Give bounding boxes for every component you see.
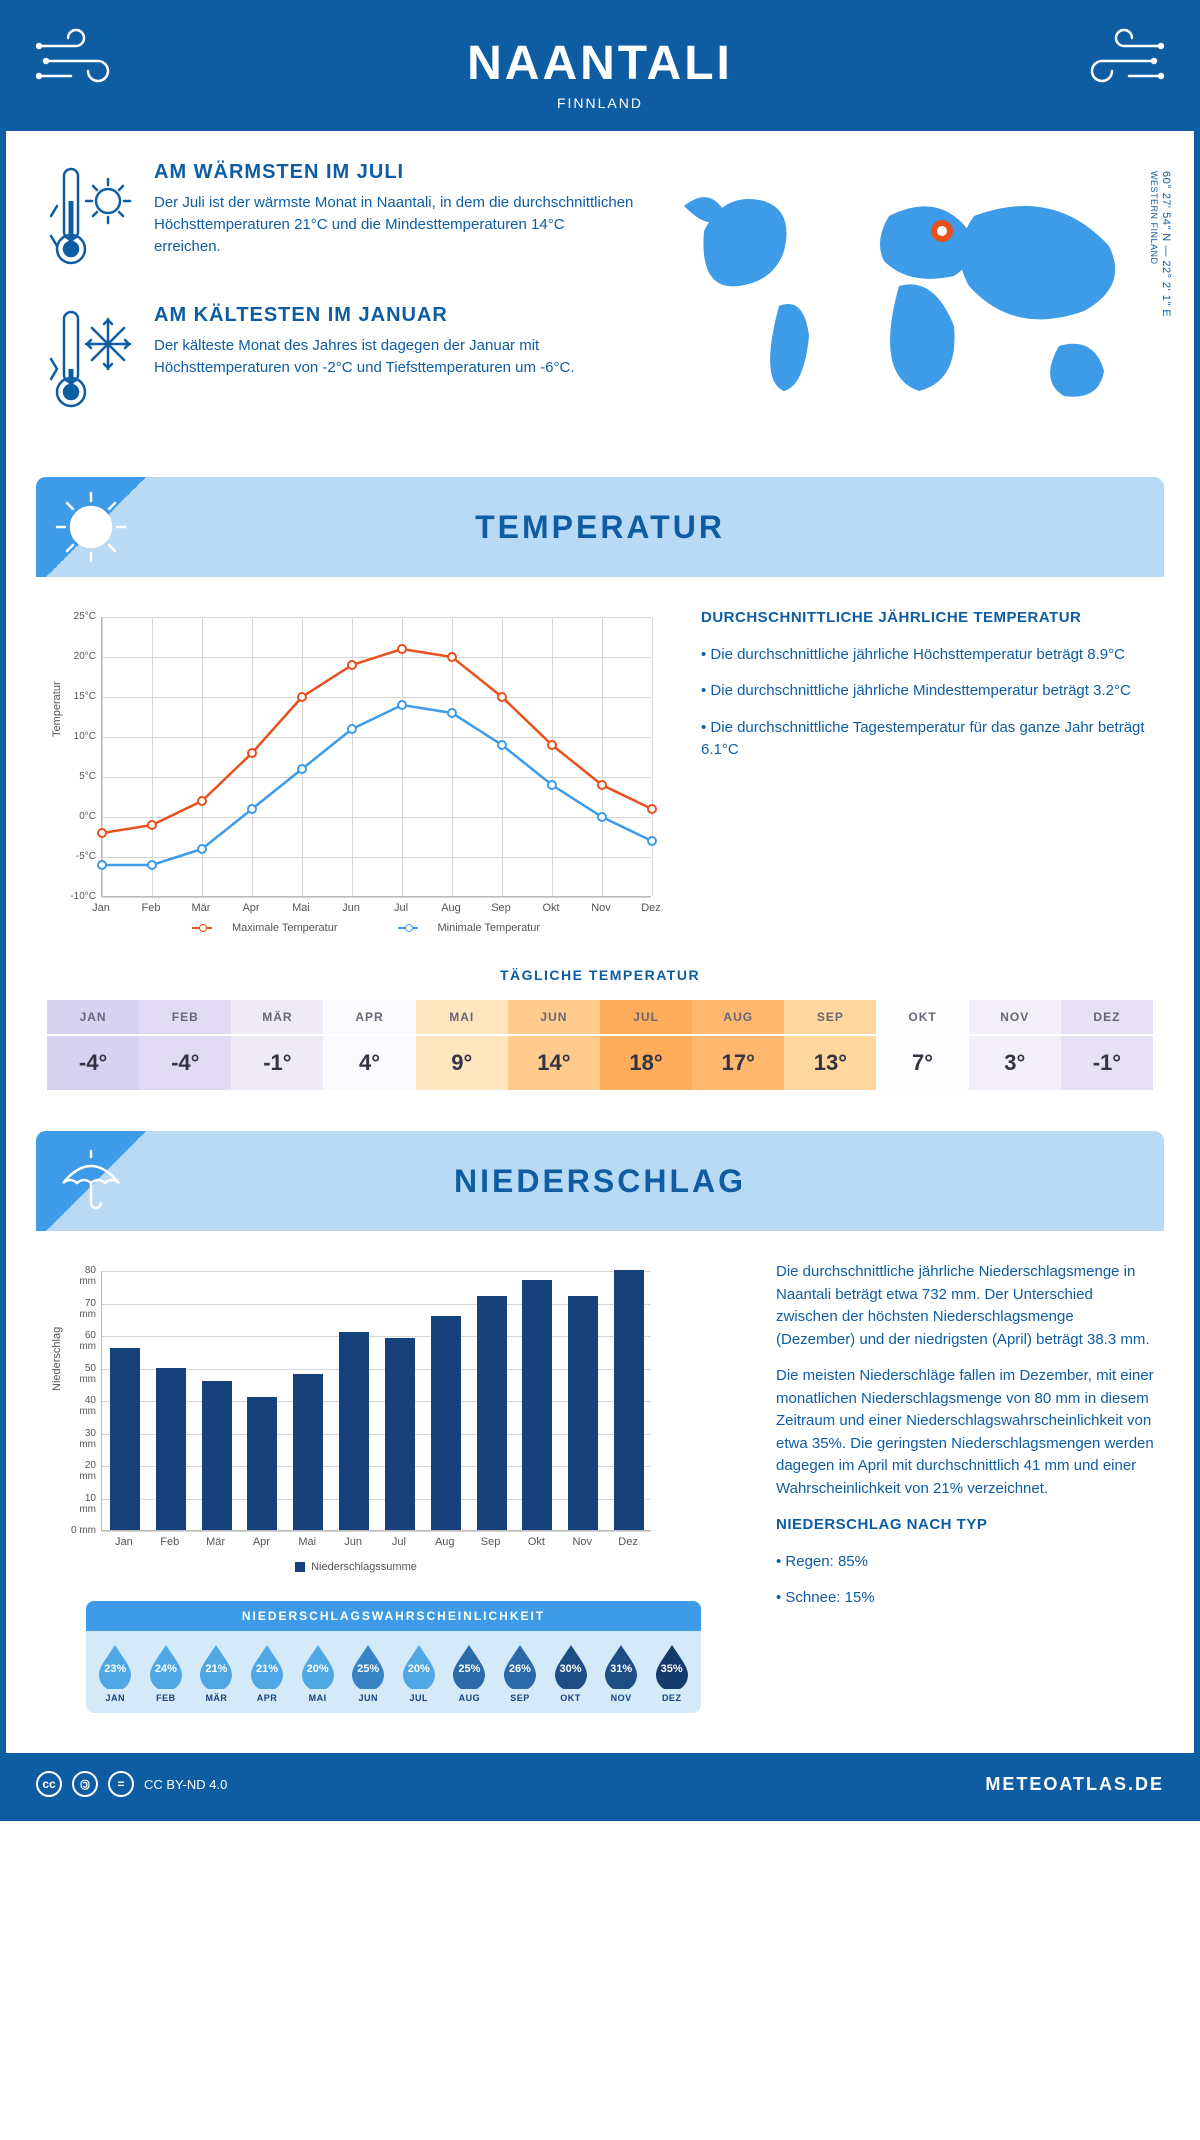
wind-icon [36,26,136,101]
temperature-content: Temperatur Maximale TemperaturMinimale T… [6,577,1194,957]
cc-by-icon: 🄯 [72,1771,98,1797]
precip-paragraph: Die meisten Niederschläge fallen im Deze… [776,1365,1154,1500]
daily-month-header: JUL [600,1000,692,1034]
temp-facts-title: DURCHSCHNITTLICHE JÄHRLICHE TEMPERATUR [701,607,1154,630]
daily-month-header: NOV [969,1000,1061,1034]
prob-drop: 21% APR [242,1643,293,1703]
prob-drop: 26% SEP [495,1643,546,1703]
prob-drop: 24% FEB [141,1643,192,1703]
prob-drop: 20% MAI [292,1643,343,1703]
precipitation-probability: NIEDERSCHLAGSWAHRSCHEINLICHKEIT 23% JAN … [86,1601,701,1713]
precip-bar [568,1296,598,1530]
daily-temp-value: 17° [692,1036,784,1090]
prob-drop: 20% JUL [393,1643,444,1703]
temp-bullet: • Die durchschnittliche Tagestemperatur … [701,717,1154,762]
precip-bar [202,1381,232,1531]
precip-type-title: NIEDERSCHLAG NACH TYP [776,1514,1154,1537]
sun-icon [36,477,156,577]
daily-temp-value: 4° [323,1036,415,1090]
daily-temp-value: 7° [876,1036,968,1090]
daily-temperature: TÄGLICHE TEMPERATUR JANFEBMÄRAPRMAIJUNJU… [6,957,1194,1121]
precip-bar [110,1348,140,1530]
precip-bar [339,1332,369,1530]
prob-drop: 25% AUG [444,1643,495,1703]
city-title: NAANTALI [26,36,1174,91]
daily-month-header: JUN [508,1000,600,1034]
warmest-text: Der Juli ist der wärmste Monat in Naanta… [154,192,634,257]
license: cc 🄯 = CC BY-ND 4.0 [36,1771,227,1797]
daily-month-header: OKT [876,1000,968,1034]
daily-month-header: MAI [416,1000,508,1034]
daily-month-header: AUG [692,1000,784,1034]
daily-temp-value: 3° [969,1036,1061,1090]
daily-temp-value: -4° [139,1036,231,1090]
temp-bullet: • Die durchschnittliche jährliche Höchst… [701,644,1154,667]
daily-temp-value: 9° [416,1036,508,1090]
precip-type-bullet: • Regen: 85% [776,1551,1154,1574]
precip-bar [431,1316,461,1531]
daily-month-header: MÄR [231,1000,323,1034]
country-subtitle: FINNLAND [26,95,1174,111]
daily-temp-value: -4° [47,1036,139,1090]
thermometer-hot-icon [46,161,136,276]
warmest-fact: AM WÄRMSTEN IM JULI Der Juli ist der wär… [46,161,634,276]
footer: cc 🄯 = CC BY-ND 4.0 METEOATLAS.DE [6,1753,1194,1815]
daily-temp-value: 13° [784,1036,876,1090]
daily-month-header: JAN [47,1000,139,1034]
precip-bar [156,1368,186,1531]
precip-bar [247,1397,277,1530]
daily-month-header: FEB [139,1000,231,1034]
prob-drop: 35% DEZ [646,1643,697,1703]
daily-month-header: APR [323,1000,415,1034]
precip-bar [522,1280,552,1530]
precip-bar [293,1374,323,1530]
coldest-title: AM KÄLTESTEN IM JANUAR [154,304,634,327]
temperature-banner: TEMPERATUR [36,477,1164,577]
daily-temp-value: -1° [1061,1036,1153,1090]
header: NAANTALI FINNLAND [6,6,1194,131]
daily-temp-value: 14° [508,1036,600,1090]
cc-nd-icon: = [108,1771,134,1797]
umbrella-icon [36,1131,156,1231]
temperature-title: TEMPERATUR [475,509,725,546]
precipitation-content: Niederschlag Niederschlagssumme 0 mm10 m… [6,1231,1194,1753]
coordinates-label: 60° 27' 54" N — 22° 2' 1" E WESTERN FINL… [1148,171,1172,317]
precip-bar [477,1296,507,1530]
thermometer-cold-icon [46,304,136,419]
precipitation-bar-chart: Niederschlag Niederschlagssumme 0 mm10 m… [46,1261,666,1581]
wind-icon [1064,26,1164,101]
warmest-title: AM WÄRMSTEN IM JULI [154,161,634,184]
coldest-text: Der kälteste Monat des Jahres ist dagege… [154,335,634,379]
prob-drop: 31% NOV [596,1643,647,1703]
prob-drop: 23% JAN [90,1643,141,1703]
prob-drop: 25% JUN [343,1643,394,1703]
cc-icon: cc [36,1771,62,1797]
temperature-line-chart: Temperatur Maximale TemperaturMinimale T… [46,607,666,947]
prob-drop: 30% OKT [545,1643,596,1703]
precip-bar [385,1338,415,1530]
world-map: 60° 27' 54" N — 22° 2' 1" E WESTERN FINL… [664,161,1154,447]
infographic-container: NAANTALI FINNLAND AM WÄRMSTEN IM JULI De… [0,0,1200,1821]
precip-bar [614,1270,644,1530]
temp-bullet: • Die durchschnittliche jährliche Mindes… [701,680,1154,703]
daily-month-header: SEP [784,1000,876,1034]
brand-label: METEOATLAS.DE [985,1774,1164,1795]
precip-paragraph: Die durchschnittliche jährliche Niedersc… [776,1261,1154,1351]
precip-type-bullet: • Schnee: 15% [776,1587,1154,1610]
daily-temp-value: -1° [231,1036,323,1090]
intro-section: AM WÄRMSTEN IM JULI Der Juli ist der wär… [6,131,1194,467]
daily-month-header: DEZ [1061,1000,1153,1034]
prob-drop: 21% MÄR [191,1643,242,1703]
precipitation-banner: NIEDERSCHLAG [36,1131,1164,1231]
daily-temp-value: 18° [600,1036,692,1090]
coldest-fact: AM KÄLTESTEN IM JANUAR Der kälteste Mona… [46,304,634,419]
precipitation-title: NIEDERSCHLAG [454,1163,746,1200]
